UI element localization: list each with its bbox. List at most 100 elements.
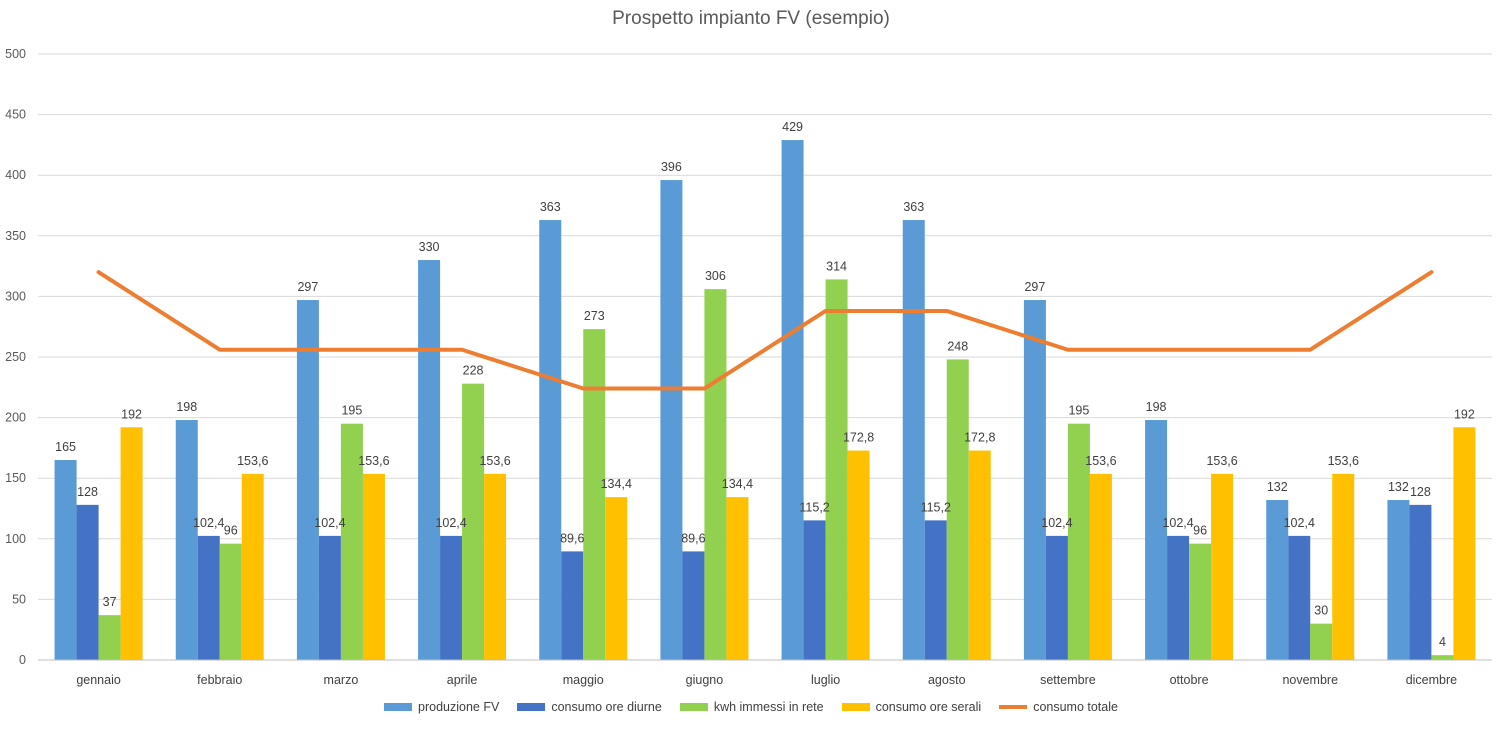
data-label: 195 [1068, 404, 1089, 418]
bar [241, 473, 264, 660]
bar [605, 497, 628, 660]
data-label: 102,4 [435, 516, 466, 530]
data-label: 89,6 [681, 531, 705, 545]
data-label: 153,6 [237, 454, 268, 468]
data-label: 153,6 [479, 454, 510, 468]
y-tick-label: 200 [5, 411, 26, 425]
chart-title: Prospetto impianto FV (esempio) [612, 8, 890, 29]
x-tick-label: febbraio [197, 673, 242, 687]
bar [98, 615, 121, 660]
data-label: 273 [584, 309, 605, 323]
y-tick-label: 300 [5, 289, 26, 303]
data-label: 192 [121, 407, 142, 421]
bar [561, 551, 584, 660]
bar [462, 383, 485, 660]
bar [418, 260, 441, 660]
bar [1045, 535, 1068, 660]
legend-item: consumo ore serali [841, 700, 981, 714]
bar [219, 543, 242, 660]
data-label: 102,4 [1041, 516, 1072, 530]
chart-legend: produzione FV consumo ore diurne kwh immes… [0, 700, 1502, 714]
data-label: 314 [826, 259, 847, 273]
y-tick-label: 350 [5, 229, 26, 243]
bar [1189, 543, 1212, 660]
data-label: 363 [540, 200, 561, 214]
data-label: 330 [419, 240, 440, 254]
data-label: 102,4 [193, 516, 224, 530]
bar [825, 279, 848, 660]
bar [726, 497, 749, 660]
bar [1167, 535, 1190, 660]
bar [1310, 623, 1333, 660]
data-label: 37 [103, 595, 117, 609]
legend-item: kwh immessi in rete [679, 700, 824, 714]
x-tick-label: settembre [1040, 673, 1096, 687]
x-tick-label: gennaio [76, 673, 121, 687]
y-tick-label: 150 [5, 471, 26, 485]
bar [484, 473, 507, 660]
y-tick-label: 450 [5, 108, 26, 122]
bar [440, 535, 463, 660]
data-label: 4 [1439, 635, 1446, 649]
legend-item: produzione FV [384, 700, 499, 714]
bar [318, 535, 341, 660]
bar [1409, 504, 1432, 660]
bar [1266, 500, 1289, 660]
bar [1211, 473, 1234, 660]
x-tick-label: marzo [324, 673, 359, 687]
legend-swatch [679, 703, 708, 711]
y-tick-label: 400 [5, 168, 26, 182]
data-label: 153,6 [1206, 454, 1237, 468]
data-label: 89,6 [560, 531, 584, 545]
bar [847, 450, 870, 660]
data-label: 198 [176, 400, 197, 414]
bar [1145, 420, 1168, 660]
bar [1089, 473, 1112, 660]
bar [175, 420, 198, 660]
data-label: 102,4 [314, 516, 345, 530]
data-label: 297 [297, 280, 318, 294]
bar [1332, 473, 1355, 660]
data-label: 102,4 [1162, 516, 1193, 530]
data-label: 172,8 [964, 431, 995, 445]
x-tick-label: luglio [811, 673, 840, 687]
series-line [96, 270, 1434, 391]
bar [296, 300, 319, 660]
legend-item: consumo ore diurne [517, 700, 662, 714]
bar [1023, 300, 1046, 660]
data-label: 195 [341, 404, 362, 418]
bar [583, 329, 606, 660]
x-tick-label: ottobre [1170, 673, 1209, 687]
data-label: 134,4 [601, 477, 632, 491]
data-label: 102,4 [1284, 516, 1315, 530]
data-label: 96 [224, 524, 238, 538]
x-tick-label: maggio [563, 673, 604, 687]
data-label: 134,4 [722, 477, 753, 491]
bar [54, 460, 77, 660]
data-label: 153,6 [1085, 454, 1116, 468]
legend-label: produzione FV [418, 700, 500, 714]
bar [340, 423, 363, 660]
y-tick-label: 250 [5, 350, 26, 364]
y-tick-label: 0 [19, 653, 26, 667]
bar [704, 289, 727, 660]
data-label: 172,8 [843, 431, 874, 445]
bar [539, 220, 562, 660]
bar [968, 450, 991, 660]
y-tick-label: 500 [5, 47, 26, 61]
bar [1387, 500, 1410, 660]
bar [120, 427, 143, 660]
data-label: 153,6 [358, 454, 389, 468]
data-label: 429 [782, 120, 803, 134]
data-label: 165 [55, 440, 76, 454]
bar [1067, 423, 1090, 660]
data-label: 192 [1454, 407, 1475, 421]
x-tick-label: giugno [686, 673, 724, 687]
bar [1288, 535, 1311, 660]
data-label: 96 [1193, 524, 1207, 538]
bar [1453, 427, 1476, 660]
x-tick-label: novembre [1282, 673, 1338, 687]
data-label: 128 [77, 485, 98, 499]
bar [362, 473, 385, 660]
bar [781, 140, 804, 660]
